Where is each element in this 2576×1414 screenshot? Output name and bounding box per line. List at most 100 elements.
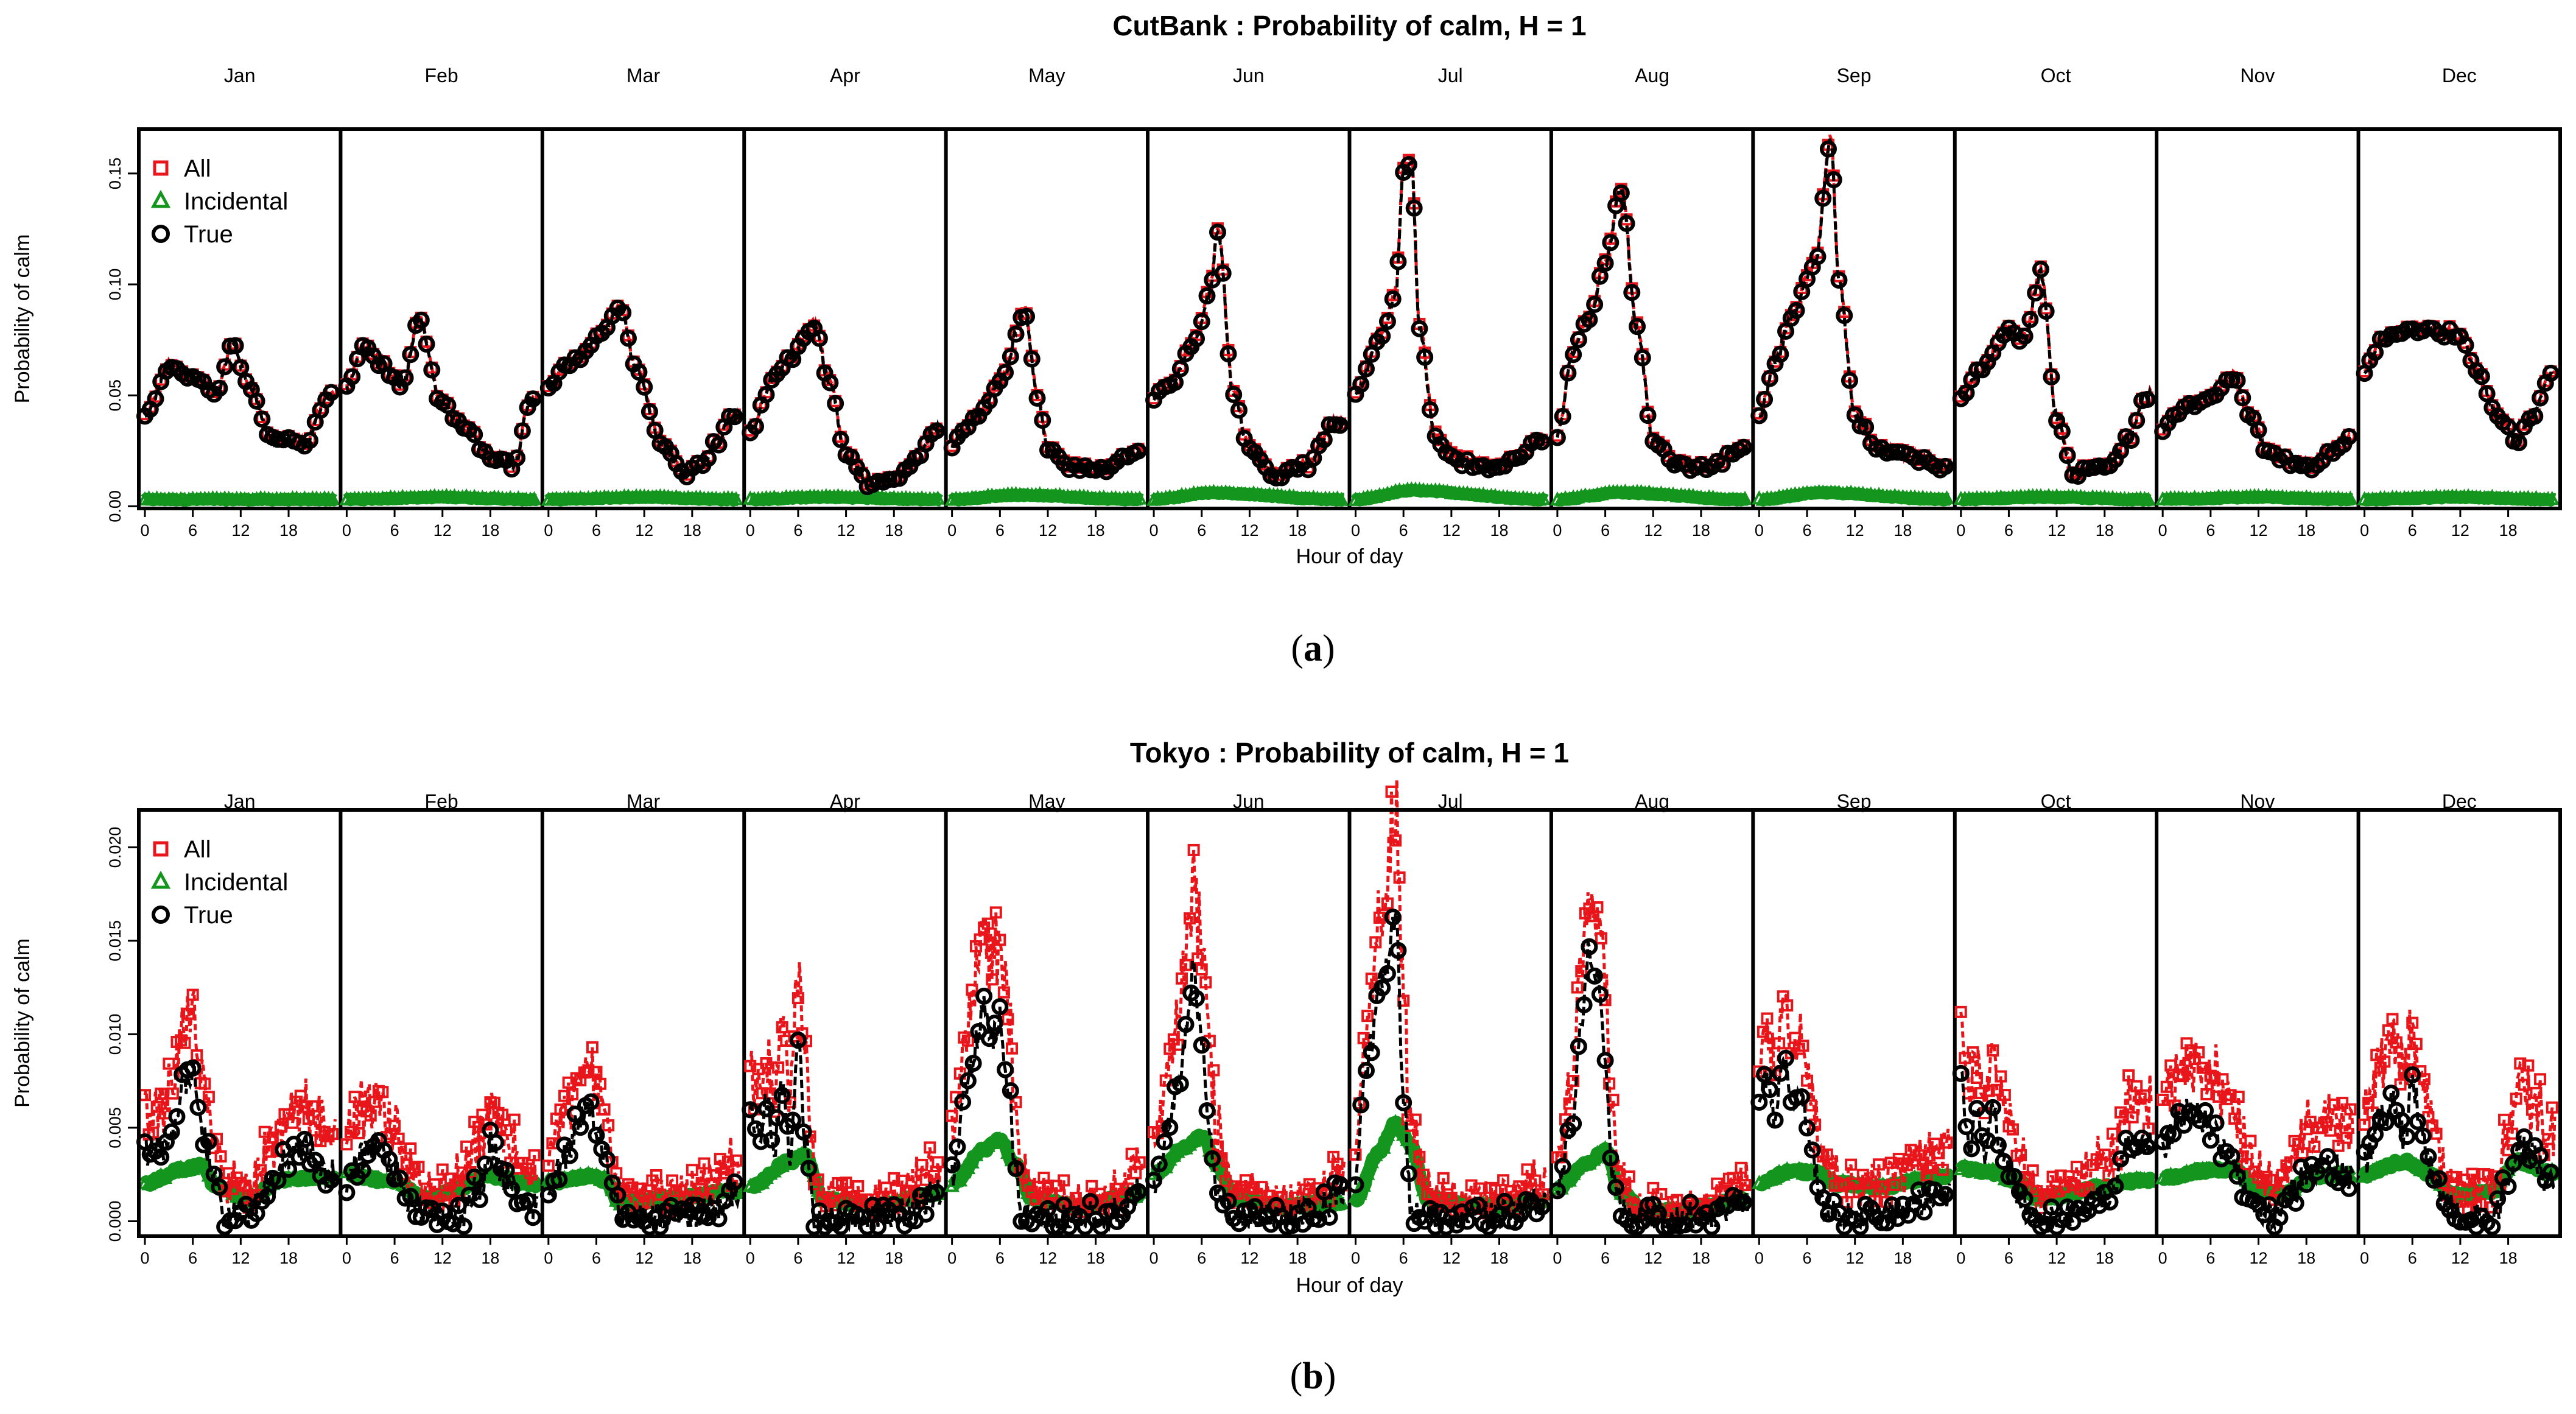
x-tick-label: 12 — [231, 521, 250, 540]
all-point — [2296, 1147, 2309, 1159]
all-point — [1998, 1089, 2011, 1102]
x-tick-label: 0 — [1351, 521, 1360, 540]
true-point — [954, 1093, 972, 1111]
all-point — [150, 1100, 163, 1113]
incidental-point — [2207, 490, 2222, 505]
true-point — [1315, 431, 1333, 449]
true-point — [1596, 255, 1614, 272]
true-point — [259, 1187, 276, 1205]
true-point — [269, 1172, 287, 1189]
incidental-point — [1178, 1140, 1193, 1155]
true-point — [911, 1187, 929, 1205]
all-point — [1215, 1152, 1228, 1165]
month-series-mar — [539, 1041, 745, 1236]
true-point — [1629, 318, 1646, 336]
true-point — [917, 1205, 935, 1223]
true-point — [1209, 223, 1226, 241]
true-point — [773, 1086, 791, 1104]
true-point — [539, 1186, 557, 1204]
month-series-jun — [1145, 843, 1350, 1236]
true-point — [232, 359, 250, 376]
legend-label: True — [184, 221, 233, 248]
incidental-point — [1158, 1159, 1174, 1173]
true-point — [980, 1030, 998, 1047]
y-tick-label: 0.05 — [106, 379, 124, 412]
incidental-point — [1939, 490, 1954, 505]
true-point — [2197, 1102, 2214, 1119]
true-point — [1395, 1094, 1413, 1111]
true-point — [2027, 284, 2044, 302]
all-point — [554, 1103, 567, 1116]
true-point — [1378, 312, 1396, 330]
true-point — [757, 385, 775, 403]
all-point — [2244, 1134, 2257, 1147]
all-point — [2015, 1148, 2027, 1161]
true-point — [2202, 1131, 2219, 1149]
caption-letter: a — [1304, 628, 1322, 669]
all-point — [1889, 1178, 1901, 1191]
all-point — [2454, 1195, 2466, 1208]
incidental-point — [1376, 487, 1391, 502]
true-point — [928, 422, 946, 440]
incidental-point — [1737, 490, 1753, 505]
x-tick-label: 6 — [995, 1249, 1005, 1267]
incidental-point — [1562, 1172, 1577, 1187]
true-point — [200, 1133, 217, 1150]
all-point — [721, 1155, 734, 1168]
legend-triangle-icon — [150, 189, 171, 208]
x-tick-label: 0 — [544, 521, 553, 540]
true-point — [466, 426, 483, 443]
x-tick-label: 18 — [1692, 521, 1710, 540]
all-point — [388, 1119, 401, 1132]
all-point — [840, 1177, 852, 1189]
x-tick-label: 0 — [947, 521, 956, 540]
incidental-point — [1376, 1139, 1391, 1154]
all-point — [2200, 1088, 2213, 1100]
x-tick-label: 0 — [2158, 1249, 2167, 1267]
incidental-point — [379, 490, 395, 505]
month-series-oct — [1952, 260, 2157, 507]
true-point — [2478, 385, 2496, 403]
all-point — [1940, 1136, 1953, 1149]
panel-caption: (b) — [1290, 1356, 1336, 1397]
month-series-jan — [136, 988, 341, 1236]
x-tick-label: 12 — [2048, 1249, 2066, 1267]
incidental-point — [762, 1166, 778, 1180]
true-point — [1161, 1119, 1179, 1136]
all-point — [2450, 1171, 2463, 1184]
month-label: Feb — [425, 65, 458, 86]
true-point — [396, 369, 414, 387]
all-point — [1801, 1074, 1814, 1087]
all-point — [2332, 1139, 2345, 1152]
incidental-point — [2365, 1163, 2381, 1177]
incidental-point — [2183, 491, 2199, 505]
true-point — [1772, 1064, 1789, 1082]
true-point — [2138, 1138, 2156, 1156]
x-tick-label: 0 — [342, 521, 351, 540]
true-point — [726, 408, 743, 426]
incidental-point — [2159, 1169, 2175, 1184]
true-point — [1591, 985, 1609, 1003]
all-point — [1389, 834, 1402, 847]
true-point — [768, 1109, 785, 1127]
all-point — [444, 1172, 457, 1185]
true-point — [2532, 1147, 2549, 1164]
x-tick-label: 0 — [1755, 521, 1764, 540]
true-point — [800, 1159, 818, 1177]
all-point — [744, 1060, 757, 1072]
true-point — [449, 1197, 467, 1214]
all-point — [961, 1034, 974, 1047]
true-point — [2382, 1085, 2400, 1102]
incidental-point — [1146, 491, 1162, 506]
all-point — [1962, 1087, 1975, 1100]
true-point — [1581, 311, 1598, 328]
all-point — [2026, 1164, 2039, 1177]
all-point — [155, 1087, 167, 1100]
true-point — [2287, 1194, 2304, 1212]
incidental-point — [1961, 1163, 1977, 1177]
true-point — [2499, 1178, 2517, 1195]
all-point — [1837, 1178, 1850, 1191]
all-point — [2336, 1097, 2349, 1110]
true-point — [832, 431, 849, 448]
month-label: Oct — [2041, 65, 2071, 86]
